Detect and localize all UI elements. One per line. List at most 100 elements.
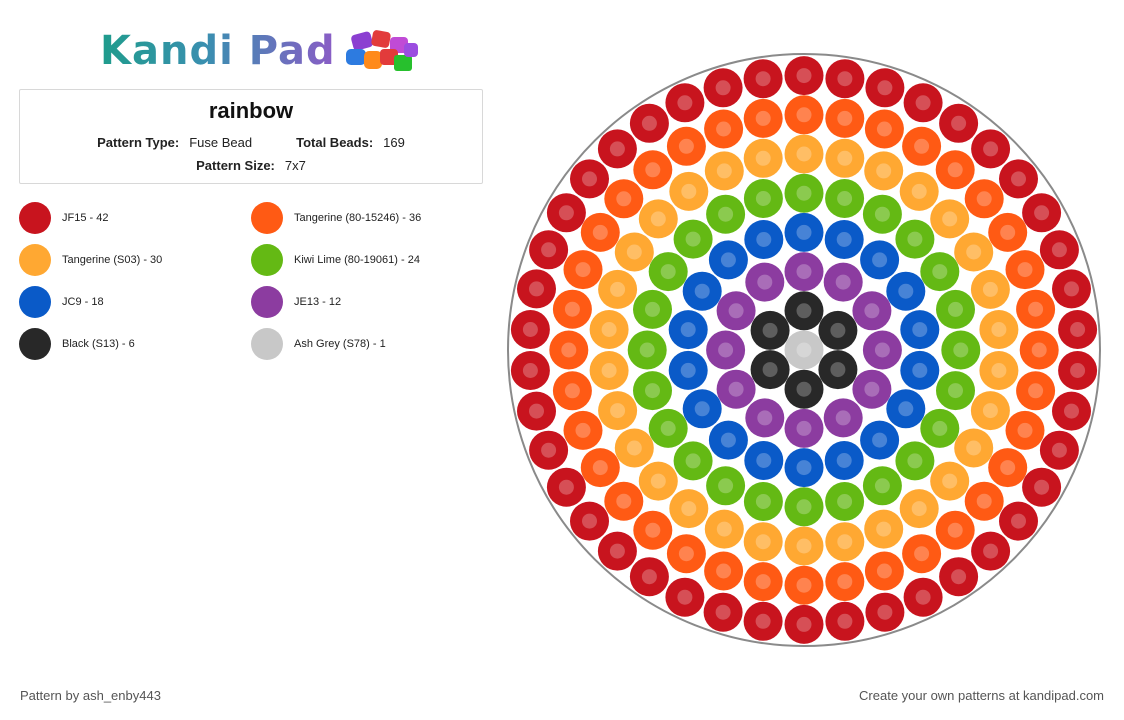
bead [1022,193,1062,233]
bead [936,289,975,329]
bead [860,420,900,460]
legend-label: JF15 - 42 [62,212,109,224]
bead-hole [915,589,931,605]
bead [743,138,783,178]
bead-hole [1011,171,1026,187]
pattern-title: rainbow [208,98,294,123]
bead-hole [907,231,923,247]
bead [706,466,746,506]
legend-item: Kiwi Lime (80-19061) - 24 [251,244,420,276]
bead [552,371,592,411]
bead-hole [837,613,853,629]
bead-hole [915,95,931,111]
bead [862,330,902,370]
bead [920,408,960,448]
bead [706,194,746,234]
kandi-pad-logo[interactable]: Kandi Pad [100,26,422,76]
bead [825,98,865,138]
bead [784,526,824,566]
bead-hole [592,224,608,240]
bead [673,219,713,259]
bead-hole [837,110,853,126]
bead-hole [830,362,846,378]
bead-hole [564,383,580,399]
bead [668,310,708,350]
kandipad-link[interactable]: Create your own patterns at kandipad.com [859,688,1104,703]
bead-hole [796,538,812,554]
bead [614,428,654,468]
bead-hole [932,420,948,436]
bead [784,291,824,331]
legend-item: JF15 - 42 [19,202,108,234]
bead-hole [1070,322,1086,337]
bead [743,522,783,562]
bead-hole [645,383,660,399]
bead [604,481,644,521]
bead-hole [1051,242,1067,258]
total-beads-value: 169 [383,135,405,150]
bead-hole [796,264,812,280]
bead [708,240,748,280]
bead-hole [755,191,771,206]
bead-hole [522,363,538,378]
bead-hole [907,453,923,469]
bead-hole [718,342,734,358]
bead [529,430,569,470]
bead [648,408,688,448]
bead [899,171,939,211]
bead [971,129,1011,169]
bead [633,510,673,550]
bead-hole [796,460,812,476]
bead [704,551,744,591]
bead-hole [835,410,851,426]
bead [597,531,637,571]
bead [1016,289,1056,329]
bead-hole [694,283,710,299]
bead [784,252,824,292]
bead-hole [756,453,772,468]
bead-hole [678,138,694,154]
bead [529,230,569,270]
bead [1022,467,1062,507]
bead-hole [976,191,992,207]
bead [818,350,858,390]
bead-hole [716,121,732,137]
bead-hole [1028,301,1044,317]
bead-hole [942,473,958,489]
bead [895,441,935,481]
bead [546,467,586,507]
bead-hole [991,322,1007,337]
bead-hole [947,522,963,538]
bead-hole [983,543,999,559]
bead [784,330,824,370]
bead [899,489,939,529]
bead [552,289,592,329]
bead-hole [966,244,982,260]
bead [745,262,785,302]
bead [979,310,1019,349]
bead [1058,310,1098,349]
bead [971,531,1011,571]
bead [825,59,865,99]
color-swatch [19,202,51,234]
color-swatch [19,286,51,318]
bead [743,179,783,218]
bead [864,151,904,191]
bead-hole [872,432,888,448]
bead [546,193,586,233]
bead-hole [796,420,812,436]
bead [970,269,1010,309]
bead [682,389,722,429]
bead-hole [541,442,557,458]
bead-hole [641,569,657,585]
bead-hole [872,252,888,268]
bead-hole [1000,460,1016,476]
legend-item: JC9 - 18 [19,286,104,318]
bead-hole [728,303,744,319]
bead [954,428,994,468]
bead-hole [678,546,694,562]
bead-hole [874,342,890,358]
bead-hole [796,577,812,593]
bead-hole [837,191,853,206]
bead-hole [1070,363,1086,378]
